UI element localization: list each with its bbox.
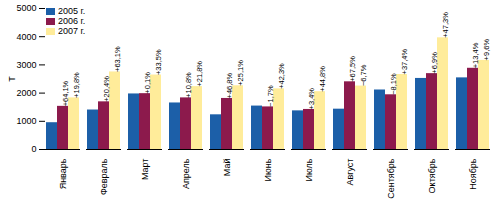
svg-text:+47,3%: +47,3% — [441, 12, 450, 38]
svg-text:Июль: Июль — [304, 158, 314, 181]
svg-text:+3,4%: +3,4% — [307, 88, 316, 110]
svg-text:+67,5%: +67,5% — [348, 56, 357, 82]
svg-text:+9,6%: +9,6% — [482, 39, 491, 61]
svg-text:4000: 4000 — [16, 32, 36, 42]
svg-text:+19,8%: +19,8% — [72, 72, 81, 98]
svg-text:+63,1%: +63,1% — [113, 46, 122, 72]
svg-text:Сентябрь: Сентябрь — [386, 158, 396, 199]
svg-text:+42,3%: +42,3% — [277, 63, 286, 89]
svg-text:+0,1%: +0,1% — [143, 72, 152, 94]
svg-text:Октябрь: Октябрь — [427, 158, 437, 193]
svg-text:Т: Т — [7, 76, 17, 82]
svg-text:Август: Август — [345, 159, 355, 186]
svg-text:−8,1%: −8,1% — [389, 73, 398, 95]
html-text:2007 г.: 2007 г. — [58, 26, 86, 36]
svg-text:Январь: Январь — [58, 158, 68, 189]
svg-text:Март: Март — [140, 159, 150, 181]
svg-text:+21,8%: +21,8% — [195, 61, 204, 87]
svg-text:Ноябрь: Ноябрь — [468, 158, 478, 190]
svg-text:+20,4%: +20,4% — [102, 76, 111, 102]
svg-text:+44,8%: +44,8% — [318, 66, 327, 92]
svg-text:+25,1%: +25,1% — [236, 60, 245, 86]
svg-text:1000: 1000 — [16, 116, 36, 126]
svg-text:5000: 5000 — [16, 3, 36, 13]
svg-text:+64,1%: +64,1% — [61, 80, 70, 106]
svg-text:+10,8%: +10,8% — [184, 72, 193, 98]
svg-text:3000: 3000 — [16, 60, 36, 70]
svg-text:Май: Май — [222, 159, 232, 177]
svg-text:−1,7%: −1,7% — [266, 85, 275, 107]
svg-text:Февраль: Февраль — [99, 158, 109, 195]
svg-text:Июнь: Июнь — [263, 158, 273, 181]
svg-text:+37,4%: +37,4% — [400, 49, 409, 75]
svg-text:+13,4%: +13,4% — [471, 42, 480, 68]
html-text:2005 г.: 2005 г. — [58, 6, 86, 16]
svg-text:+33,5%: +33,5% — [154, 49, 163, 75]
svg-text:+6,9%: +6,9% — [430, 52, 439, 74]
svg-text:+46,8%: +46,8% — [225, 72, 234, 98]
svg-text:0: 0 — [31, 144, 36, 154]
svg-text:Апрель: Апрель — [181, 158, 191, 189]
svg-text:2000: 2000 — [16, 88, 36, 98]
svg-text:−6,7%: −6,7% — [359, 64, 368, 86]
html-text:2006 г.: 2006 г. — [58, 16, 86, 26]
